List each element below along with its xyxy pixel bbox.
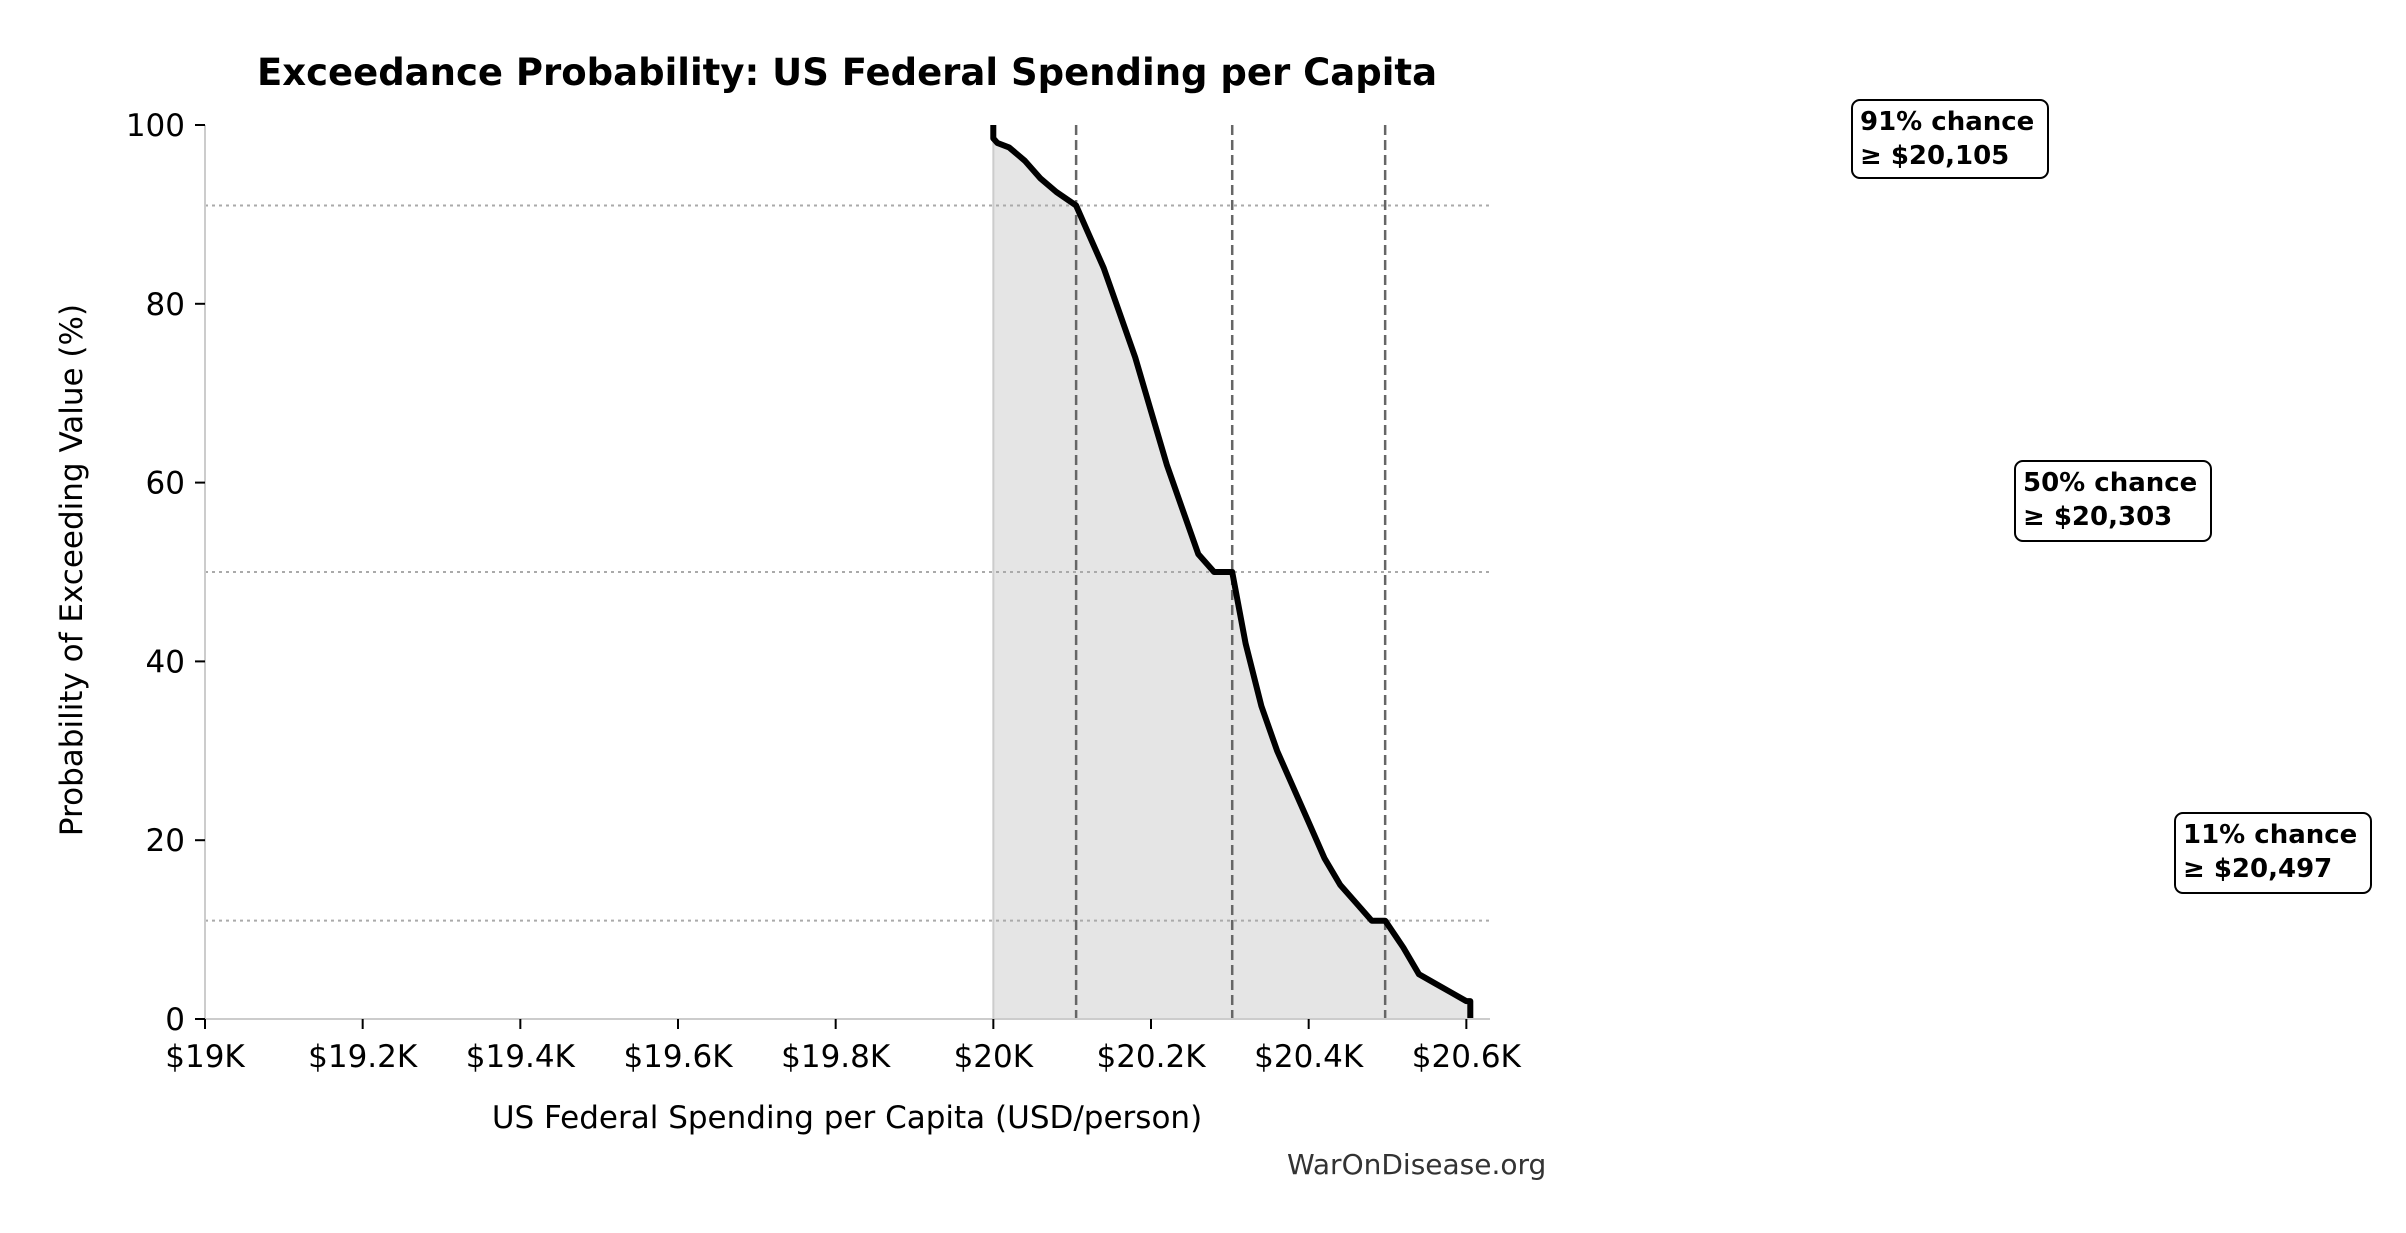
series-line	[990, 125, 1474, 1019]
x-tick-label: $20.4K	[1254, 1039, 1364, 1075]
x-tick-label: $19.2K	[308, 1039, 418, 1075]
x-tick-label: $19.8K	[781, 1039, 891, 1075]
y-tick-label: 0	[165, 1002, 185, 1038]
x-tick-label: $20.2K	[1096, 1039, 1206, 1075]
x-tick-label: $19.6K	[623, 1039, 733, 1075]
y-tick-label: 80	[146, 287, 185, 323]
plot-area: $19K $19.2K $19.4K $19.6K $19.8K $20K $20.2K $2…	[126, 108, 1522, 1075]
annotation-line1: 50% chance	[2023, 468, 2197, 498]
annotation-box	[2014, 460, 2212, 542]
x-axis-label: US Federal Spending per Capita (USD/pers…	[492, 1100, 1202, 1136]
annotation-line2: ≥ $20,303	[2023, 502, 2172, 532]
y-tick-label: 100	[126, 108, 185, 144]
annotation-line1: 11% chance	[2183, 820, 2357, 850]
chart-title: Exceedance Probability: US Federal Spend…	[257, 51, 1437, 94]
y-tick-label: 20	[146, 823, 185, 859]
annotation-line1: 91% chance	[1860, 107, 2034, 137]
y-tick-label: 60	[146, 466, 185, 502]
y-tick-label: 40	[146, 644, 185, 680]
annotation-box	[2174, 812, 2372, 894]
y-axis-label: Probability of Exceeding Value (%)	[54, 304, 90, 836]
x-tick-label: $20K	[954, 1039, 1034, 1075]
x-tick-label: $19K	[165, 1039, 245, 1075]
x-tick-label: $19.4K	[466, 1039, 576, 1075]
annotation-line2: ≥ $20,105	[1860, 141, 2009, 171]
x-tick-label: $20.6K	[1412, 1039, 1522, 1075]
source-text: WarOnDisease.org	[1287, 1148, 1546, 1181]
annotations: 91% chance ≥ $20,105 50% chance ≥ $20,303 11…	[1851, 99, 2372, 894]
annotation-box	[1851, 99, 2049, 179]
annotation-line2: ≥ $20,497	[2183, 854, 2332, 884]
